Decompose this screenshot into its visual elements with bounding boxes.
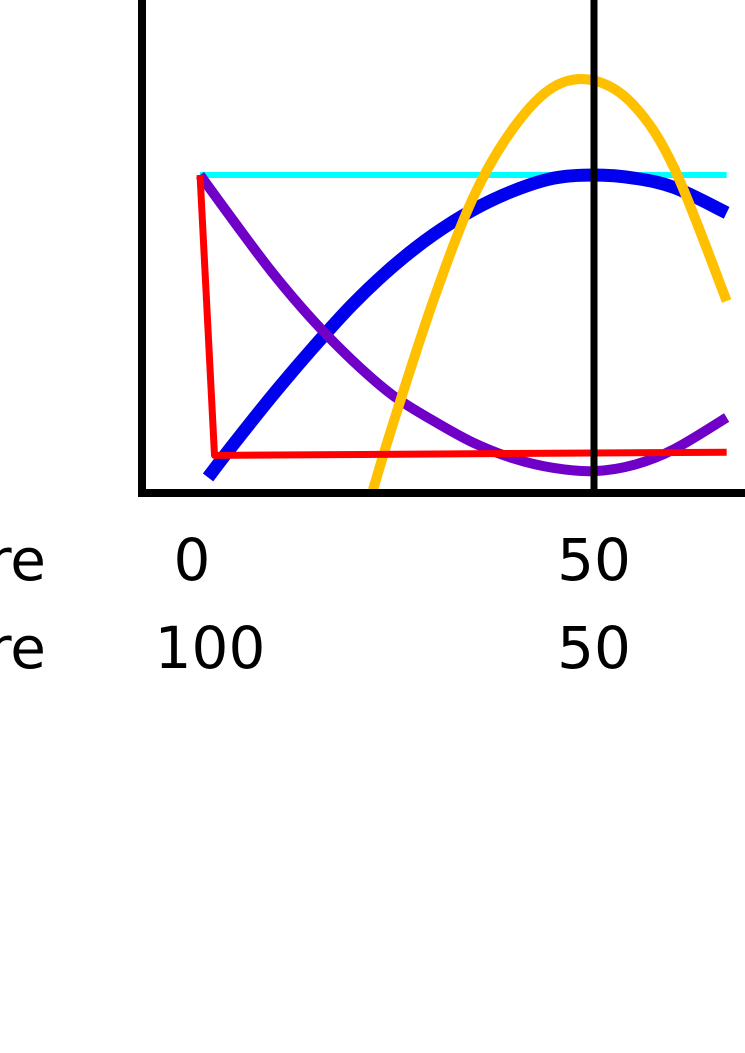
x-axis-row-label: re: [0, 614, 46, 682]
series-layer: [196, 74, 732, 492]
x-tick-label: 0: [174, 526, 211, 594]
x-tick-label: 100: [155, 614, 266, 682]
series-line-4: [368, 74, 732, 492]
tick-labels: 0 50 100 50: [155, 526, 631, 682]
x-axis-row-label: re: [0, 526, 46, 594]
x-tick-label: 50: [557, 614, 631, 682]
series-line-2: [202, 168, 730, 482]
series-line-5: [196, 174, 727, 459]
series-line-3: [196, 172, 730, 477]
x-tick-label: 50: [557, 526, 631, 594]
